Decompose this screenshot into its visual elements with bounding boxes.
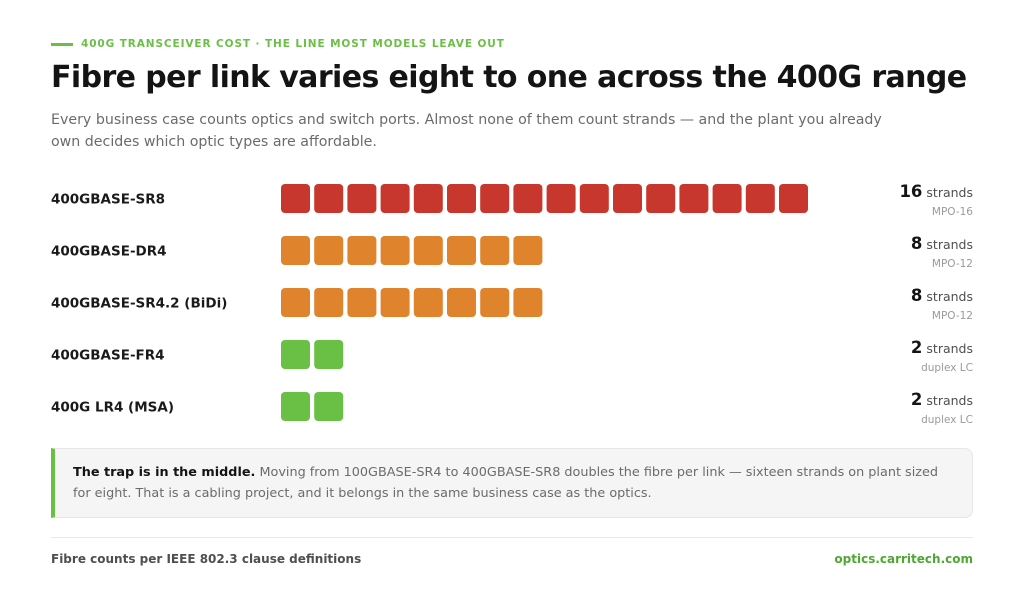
callout-box: The trap is in the middle. Moving from 1…: [51, 448, 973, 518]
strand-block: [646, 184, 676, 213]
strand-block: [314, 340, 344, 369]
footer-source: Fibre counts per IEEE 802.3 clause defin…: [51, 552, 362, 566]
strand-block: [314, 288, 344, 317]
strand-block: [380, 236, 410, 265]
strand-block: [679, 184, 709, 213]
strand-block: [513, 288, 543, 317]
connector-label: MPO-12: [932, 310, 973, 322]
row-label: 400GBASE-DR4: [51, 244, 167, 260]
strand-block: [480, 184, 510, 213]
footer-site-link[interactable]: optics.carritech.com: [834, 552, 973, 566]
strand-block: [281, 340, 310, 369]
strand-block: [480, 288, 510, 317]
strand-count-label: 2 strands: [911, 338, 973, 357]
strand-count-label: 2 strands: [911, 390, 973, 409]
strand-block: [380, 288, 410, 317]
connector-label: MPO-16: [932, 206, 973, 218]
strand-block: [314, 392, 344, 421]
strand-block: [779, 184, 808, 213]
strand-block: [613, 184, 642, 213]
strand-block: [380, 184, 410, 213]
strand-count-label: 8 strands: [911, 234, 973, 253]
strand-block: [447, 184, 476, 213]
connector-label: duplex LC: [921, 362, 973, 374]
strand-block: [281, 184, 310, 213]
strand-block: [745, 184, 775, 213]
strand-block: [447, 236, 476, 265]
strand-block: [281, 236, 310, 265]
strand-block: [712, 184, 742, 213]
strand-block: [579, 184, 609, 213]
strand-block: [314, 184, 344, 213]
strand-block: [513, 184, 543, 213]
strand-block: [314, 236, 344, 265]
row-label: 400G LR4 (MSA): [51, 400, 174, 416]
row-label: 400GBASE-SR4.2 (BiDi): [51, 296, 227, 312]
strand-block: [347, 184, 377, 213]
footer-divider: [51, 537, 973, 538]
row-label: 400GBASE-FR4: [51, 348, 165, 364]
strand-count-chart: 400GBASE-SR8 16 strands MPO-16 400GBASE-DR4 8…: [51, 182, 973, 426]
strand-block: [347, 236, 377, 265]
eyebrow: 400G TRANSCEIVER COST · THE LINE MOST MO…: [51, 38, 505, 50]
row-label: 400GBASE-SR8: [51, 192, 165, 208]
strand-block: [546, 184, 576, 213]
strand-block: [480, 236, 510, 265]
connector-label: duplex LC: [921, 414, 973, 426]
eyebrow-accent-line: [51, 42, 73, 46]
strand-block: [447, 288, 476, 317]
strand-block: [413, 236, 443, 265]
callout-lead: The trap is in the middle.: [73, 465, 256, 480]
strand-count-label: 16 strands: [899, 182, 973, 201]
strand-block: [281, 288, 310, 317]
eyebrow-text: 400G TRANSCEIVER COST · THE LINE MOST MO…: [81, 38, 505, 50]
callout-body: Moving from 100GBASE-SR4 to 400GBASE-SR8…: [73, 465, 938, 501]
strand-block: [281, 392, 310, 421]
page-subtitle: Every business case counts optics and sw…: [51, 112, 882, 150]
strand-block: [413, 288, 443, 317]
strand-block: [347, 288, 377, 317]
connector-label: MPO-12: [932, 258, 973, 270]
page-title: Fibre per link varies eight to one acros…: [51, 60, 967, 95]
strand-block: [513, 236, 543, 265]
strand-count-label: 8 strands: [911, 286, 973, 305]
strand-block: [413, 184, 443, 213]
